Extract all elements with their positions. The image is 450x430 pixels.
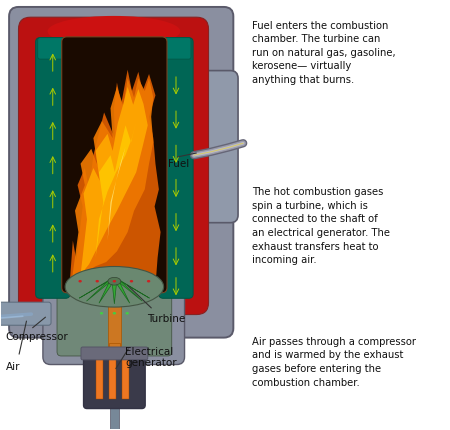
Bar bbox=[109, 359, 116, 399]
Text: The hot combustion gases
spin a turbine, which is
connected to the shaft of
an e: The hot combustion gases spin a turbine,… bbox=[252, 187, 390, 265]
Ellipse shape bbox=[48, 16, 180, 47]
FancyBboxPatch shape bbox=[57, 283, 172, 356]
Bar bbox=[108, 277, 121, 352]
Ellipse shape bbox=[65, 267, 164, 307]
Polygon shape bbox=[99, 280, 115, 303]
Text: Air passes through a compressor
and is warmed by the exhaust
gases before enteri: Air passes through a compressor and is w… bbox=[252, 337, 416, 387]
FancyBboxPatch shape bbox=[159, 38, 193, 298]
Bar bbox=[110, 401, 119, 429]
Ellipse shape bbox=[78, 280, 82, 283]
Ellipse shape bbox=[108, 277, 121, 285]
FancyBboxPatch shape bbox=[62, 37, 167, 293]
Polygon shape bbox=[72, 78, 153, 279]
Polygon shape bbox=[81, 87, 148, 275]
Ellipse shape bbox=[112, 312, 116, 314]
Ellipse shape bbox=[95, 280, 99, 283]
FancyBboxPatch shape bbox=[36, 38, 70, 298]
Ellipse shape bbox=[126, 312, 129, 314]
Ellipse shape bbox=[100, 312, 103, 314]
FancyBboxPatch shape bbox=[182, 71, 238, 223]
Polygon shape bbox=[118, 280, 149, 298]
Text: Turbine: Turbine bbox=[147, 314, 185, 324]
Polygon shape bbox=[116, 280, 142, 301]
FancyBboxPatch shape bbox=[18, 17, 208, 314]
Text: Electrical
generator: Electrical generator bbox=[126, 347, 177, 368]
FancyBboxPatch shape bbox=[9, 7, 234, 338]
Text: Compressor: Compressor bbox=[6, 332, 68, 342]
Bar bbox=[96, 359, 103, 399]
Bar bbox=[122, 359, 129, 399]
Ellipse shape bbox=[147, 280, 150, 283]
Text: Air: Air bbox=[6, 362, 20, 372]
Polygon shape bbox=[95, 121, 136, 258]
Polygon shape bbox=[79, 280, 111, 298]
Polygon shape bbox=[86, 280, 112, 301]
Ellipse shape bbox=[112, 280, 116, 283]
FancyBboxPatch shape bbox=[161, 38, 191, 59]
Ellipse shape bbox=[130, 280, 133, 283]
FancyBboxPatch shape bbox=[43, 274, 184, 365]
Text: Fuel: Fuel bbox=[168, 160, 189, 169]
Text: Fuel enters the combustion
chamber. The turbine can
run on natural gas, gasoline: Fuel enters the combustion chamber. The … bbox=[252, 21, 396, 85]
Polygon shape bbox=[114, 280, 130, 303]
Polygon shape bbox=[70, 70, 161, 281]
Bar bbox=[109, 343, 120, 354]
Polygon shape bbox=[112, 280, 117, 304]
Polygon shape bbox=[108, 147, 126, 241]
FancyBboxPatch shape bbox=[81, 347, 148, 360]
FancyBboxPatch shape bbox=[38, 38, 68, 59]
FancyBboxPatch shape bbox=[84, 350, 145, 408]
FancyBboxPatch shape bbox=[0, 302, 51, 325]
